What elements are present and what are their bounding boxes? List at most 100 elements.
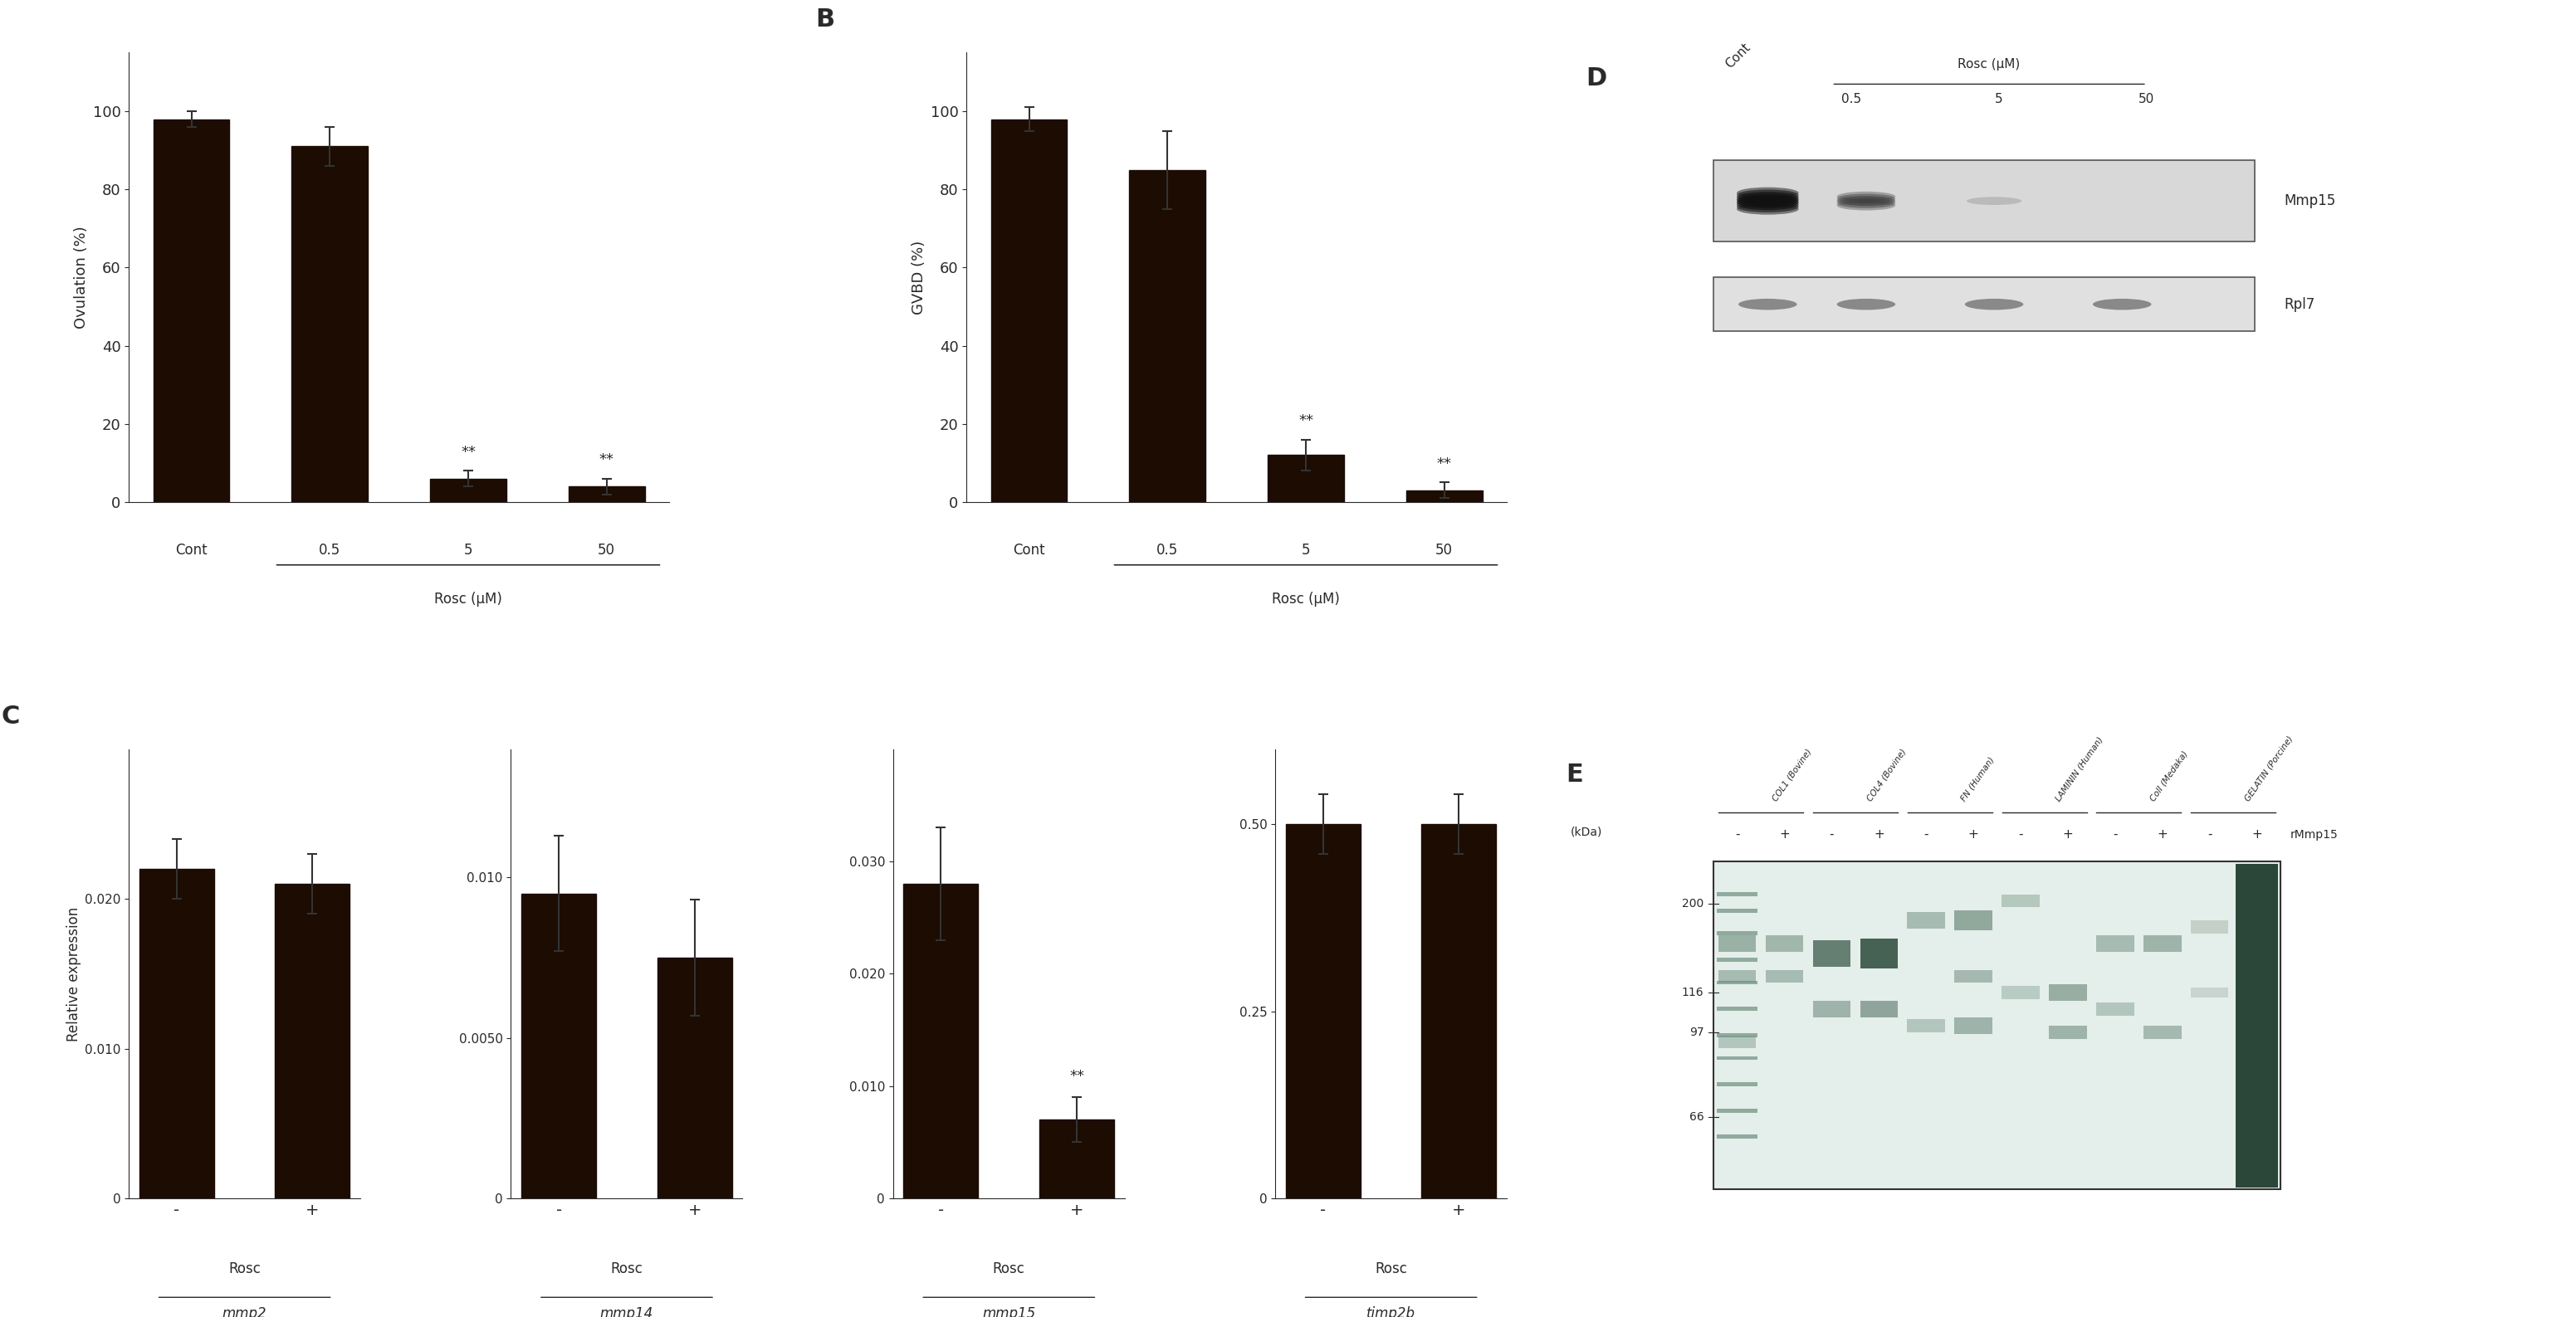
Text: COL4 (Bovine): COL4 (Bovine) [1865,748,1906,803]
Text: +: + [1968,828,1978,840]
Bar [1718,1135,1757,1139]
Bar [1814,940,1850,967]
Text: 200: 200 [1682,898,1703,910]
Bar [139,869,214,1198]
Bar [1718,1035,1757,1048]
Bar [1718,981,1757,985]
Text: 66: 66 [1690,1112,1703,1123]
Text: Rosc (μM): Rosc (μM) [1273,591,1340,607]
Bar [1718,909,1757,913]
Bar [1713,861,2280,1189]
Text: FN (Human): FN (Human) [1960,756,1996,803]
Bar [520,893,595,1198]
Bar [1406,490,1481,502]
Bar [1041,1119,1115,1198]
Bar [1765,935,1803,952]
Text: Rosc (μM): Rosc (μM) [435,591,502,607]
Bar [992,119,1066,502]
Ellipse shape [1837,196,1896,205]
Bar [1718,1056,1757,1060]
Ellipse shape [1736,194,1798,205]
Bar [1906,1019,1945,1033]
Text: Cont: Cont [1723,41,1754,71]
Text: 0.5: 0.5 [1157,543,1177,557]
Ellipse shape [1736,192,1798,203]
Text: +: + [1780,828,1790,840]
Text: Cont: Cont [1012,543,1046,557]
Y-axis label: Relative expression: Relative expression [67,906,82,1042]
Text: D: D [1587,66,1607,91]
Ellipse shape [1736,187,1798,199]
Bar [2236,864,2277,1187]
Text: -: - [1829,828,1834,840]
Bar [1955,1017,1991,1034]
Ellipse shape [1837,299,1896,309]
Text: Rosc: Rosc [1376,1262,1406,1276]
Bar [2143,935,2182,952]
Bar [1718,1033,1757,1036]
Ellipse shape [1965,299,2022,309]
Text: 0.5: 0.5 [319,543,340,557]
Bar [1713,161,2254,241]
Bar [1718,1083,1757,1087]
Text: ColI (Medaka): ColI (Medaka) [2148,749,2190,803]
Bar [1128,170,1206,502]
Bar [1718,957,1757,961]
Bar [2143,1026,2182,1039]
Ellipse shape [1736,190,1798,200]
Bar [276,884,350,1198]
Text: 5: 5 [1994,94,2004,105]
Text: **: ** [461,445,477,460]
Text: **: ** [600,453,613,468]
Text: **: ** [1298,414,1314,428]
Bar [1422,824,1497,1198]
Bar [1718,1109,1757,1113]
Text: mmp14: mmp14 [600,1306,654,1317]
Text: GELATIN (Porcine): GELATIN (Porcine) [2244,735,2295,803]
Ellipse shape [1736,203,1798,215]
Text: B: B [814,8,835,32]
Text: -: - [2112,828,2117,840]
Bar [1814,1001,1850,1017]
Bar [2002,894,2040,907]
Ellipse shape [1837,194,1896,204]
Bar [657,957,732,1198]
Bar [569,486,644,502]
Text: -: - [2208,828,2213,840]
Ellipse shape [1736,202,1798,212]
Text: **: ** [1069,1069,1084,1084]
Text: 50: 50 [598,543,616,557]
Text: LAMININ (Human): LAMININ (Human) [2053,736,2105,803]
Text: rMmp15: rMmp15 [2290,828,2339,840]
Bar [1860,939,1899,968]
Text: 116: 116 [1682,986,1703,998]
Ellipse shape [1837,199,1896,208]
Text: 5: 5 [1301,543,1311,557]
Bar [1285,824,1360,1198]
Ellipse shape [1837,191,1896,202]
Bar [430,478,507,502]
Bar [2097,935,2133,952]
Bar [2097,1002,2133,1015]
Ellipse shape [2092,299,2151,309]
Bar [1267,456,1345,502]
Text: +: + [1873,828,1883,840]
Text: 5: 5 [464,543,471,557]
Text: 50: 50 [1435,543,1453,557]
Text: Rosc: Rosc [992,1262,1025,1276]
Text: Rosc (μM): Rosc (μM) [1958,58,2020,71]
Y-axis label: GVBD (%): GVBD (%) [912,240,927,315]
Bar [1906,913,1945,928]
Text: -: - [1924,828,1929,840]
Text: C: C [3,705,21,728]
Bar [2190,988,2228,997]
Bar [1718,931,1757,935]
Text: E: E [1566,763,1584,786]
Bar [1713,278,2254,332]
Bar [1955,910,1991,930]
Ellipse shape [1965,198,2022,205]
Bar [1718,892,1757,896]
Bar [1860,1001,1899,1017]
Bar [904,884,979,1198]
Text: 50: 50 [2138,94,2154,105]
